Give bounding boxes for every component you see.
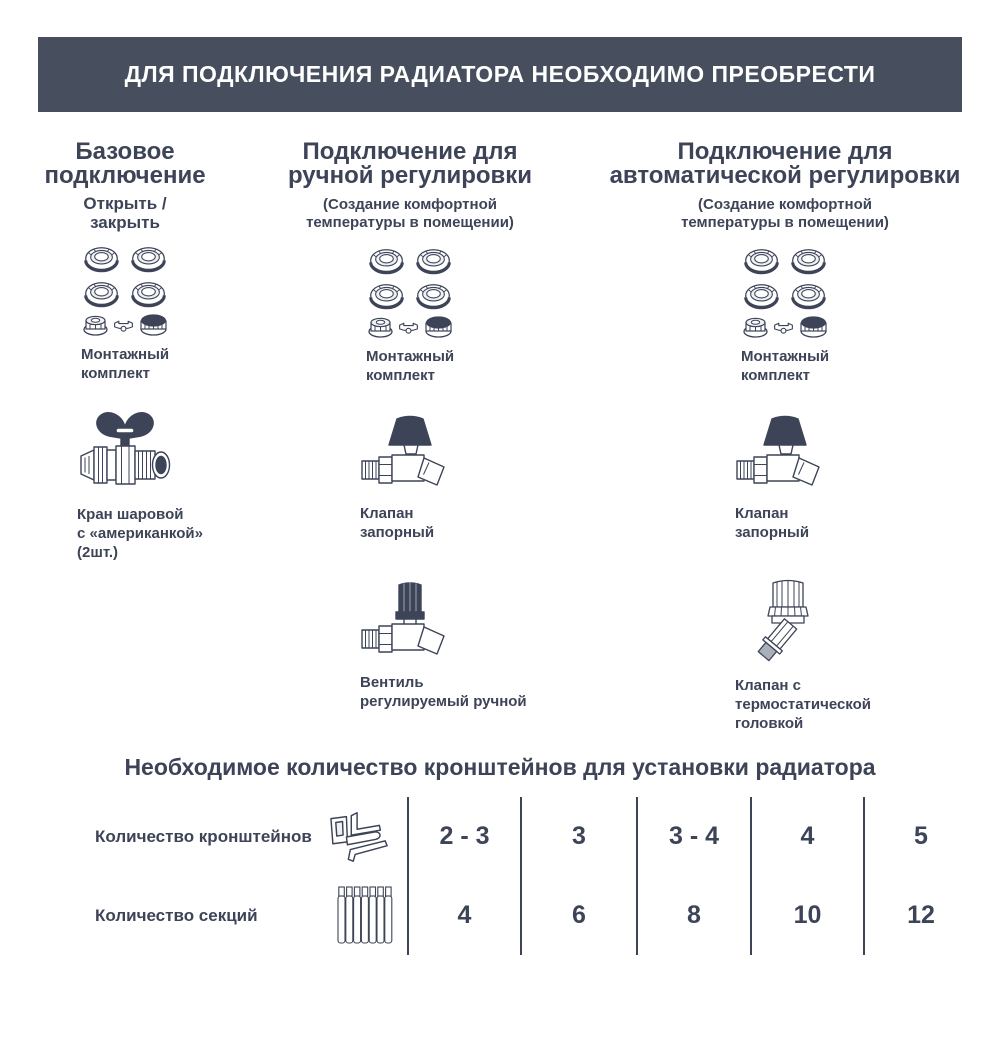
ball-valve-caption: Кран шаровой с «американкой» (2шт.) <box>77 506 203 562</box>
ring-fitting-icon <box>415 247 452 275</box>
table-row-label-brackets: Количество кронштейнов <box>40 797 407 876</box>
table-cell: 6 <box>520 876 636 955</box>
row-label: Количество кронштейнов <box>95 826 312 846</box>
mounting-kit-caption: Монтажный комплект <box>366 348 455 385</box>
banner-title: ДЛЯ ПОДКЛЮЧЕНИЯ РАДИАТОРА НЕОБХОДИМО ПРЕ… <box>124 61 876 87</box>
stop-valve-icon <box>735 413 835 495</box>
row-label: Количество секций <box>95 905 258 925</box>
table-cell: 10 <box>750 876 863 955</box>
air-vent-key-icon <box>773 320 794 334</box>
ring-fitting-icon <box>743 247 780 275</box>
mounting-kit-figure: Монтажный комплект <box>741 247 829 385</box>
cap-icon <box>799 315 828 338</box>
radiator-icon <box>333 883 395 949</box>
connection-options: Базовое подключение Открыть / закрыть Мо… <box>0 140 1000 748</box>
cap-icon <box>139 313 168 336</box>
ring-fitting-icon <box>790 282 827 310</box>
stop-valve-caption: Клапан запорный <box>735 505 810 542</box>
column-automatic-regulation: Подключение для автоматической регулиров… <box>593 140 977 749</box>
ring-fitting-icon <box>415 282 452 310</box>
manual-valve-caption: Вентиль регулируемый ручной <box>360 674 527 711</box>
header-banner: ДЛЯ ПОДКЛЮЧЕНИЯ РАДИАТОРА НЕОБХОДИМО ПРЕ… <box>38 37 962 112</box>
brackets-section-title: Необходимое количество кронштейнов для у… <box>124 754 876 780</box>
ball-valve-figure: Кран шаровой с «американкой» (2шт.) <box>77 409 203 562</box>
plug-icon <box>367 315 394 338</box>
wall-bracket-icon <box>325 806 395 868</box>
ring-fitting-icon <box>83 245 120 273</box>
table-cell: 2 - 3 <box>407 797 520 876</box>
ring-fitting-icon <box>790 247 827 275</box>
stop-valve-caption: Клапан запорный <box>360 505 435 542</box>
mounting-kit-small-parts <box>81 313 169 336</box>
cap-icon <box>424 315 453 338</box>
manual-valve-icon <box>360 578 460 664</box>
table-cell: 8 <box>636 876 750 955</box>
mounting-kit-small-parts <box>741 315 829 338</box>
stop-valve-figure: Клапан запорный <box>735 413 835 542</box>
column-title: Подключение для ручной регулировки <box>287 138 533 189</box>
mounting-kit-small-parts <box>366 315 454 338</box>
table-cell: 3 <box>520 797 636 876</box>
column-basic-connection: Базовое подключение Открыть / закрыть Мо… <box>10 140 240 578</box>
ring-fitting-icon <box>743 282 780 310</box>
ring-fitting-icon <box>130 280 167 308</box>
mounting-kit-figure: Монтажный комплект <box>366 247 454 385</box>
table-cell: 12 <box>863 876 977 955</box>
brackets-table: Количество кронштейнов 2 - 3 3 3 - 4 4 5… <box>40 797 977 955</box>
column-subtitle: (Создание комфортной температуры в помещ… <box>681 196 889 231</box>
ring-fitting-icon <box>130 245 167 273</box>
thermostatic-valve-caption: Клапан с термостатической головкой <box>735 677 872 733</box>
column-subtitle: (Создание комфортной температуры в помещ… <box>306 196 514 231</box>
column-title: Подключение для автоматической регулиров… <box>609 138 961 189</box>
column-title: Базовое подключение <box>44 138 206 189</box>
column-manual-regulation: Подключение для ручной регулировки (Созд… <box>270 140 550 727</box>
table-cell: 3 - 4 <box>636 797 750 876</box>
manual-valve-figure: Вентиль регулируемый ручной <box>360 578 527 711</box>
air-vent-key-icon <box>113 318 134 332</box>
mounting-kit-caption: Монтажный комплект <box>81 346 170 383</box>
air-vent-key-icon <box>398 320 419 334</box>
table-cell: 4 <box>407 876 520 955</box>
plug-icon <box>82 313 109 336</box>
mounting-kit-rings <box>366 247 454 310</box>
ball-valve-icon <box>77 409 173 497</box>
ring-fitting-icon <box>368 282 405 310</box>
table-row-label-sections: Количество секций <box>40 876 407 955</box>
thermostatic-valve-figure: Клапан с термостатической головкой <box>735 575 871 733</box>
mounting-kit-rings <box>741 247 829 310</box>
ring-fitting-icon <box>368 247 405 275</box>
ring-fitting-icon <box>83 280 120 308</box>
table-cell: 5 <box>863 797 977 876</box>
column-subtitle: Открыть / закрыть <box>83 194 167 233</box>
stop-valve-figure: Клапан запорный <box>360 413 460 542</box>
thermostatic-valve-icon <box>735 575 835 667</box>
table-cell: 4 <box>750 797 863 876</box>
plug-icon <box>742 315 769 338</box>
mounting-kit-caption: Монтажный комплект <box>741 348 830 385</box>
mounting-kit-figure: Монтажный комплект <box>81 245 169 383</box>
mounting-kit-rings <box>81 245 169 308</box>
stop-valve-icon <box>360 413 460 495</box>
